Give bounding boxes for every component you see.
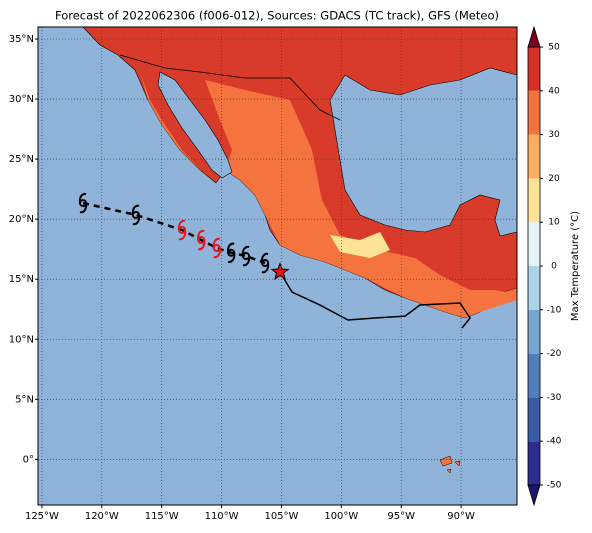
colorbar-tick-label: 20 <box>548 174 560 184</box>
lat-tick-label: 35°N <box>9 34 34 45</box>
storm-arm <box>261 262 270 274</box>
gulf-of-california <box>157 71 233 179</box>
colorbar-segment <box>528 309 540 354</box>
colorbar-segment <box>528 47 540 91</box>
past-track <box>279 271 471 329</box>
islands <box>439 455 461 474</box>
storm-arm <box>177 219 186 231</box>
lat-tick-label: 10°N <box>9 334 34 345</box>
storm-symbol <box>212 237 221 259</box>
storm-arm <box>79 202 88 214</box>
map-title: Forecast of 2022062306 (f006-012), Sourc… <box>55 9 499 23</box>
colorbar-segment <box>528 353 540 398</box>
storm-arm <box>212 237 221 249</box>
lon-tick-label: 100°W <box>324 511 358 522</box>
storm-arm <box>241 245 250 257</box>
colorbar-tick-label: 30 <box>548 130 560 140</box>
storm-arm <box>78 192 87 204</box>
border <box>119 54 341 121</box>
colorbar-tick-label: -10 <box>547 305 562 315</box>
colorbar-tick-label: -50 <box>547 481 562 491</box>
overlay <box>38 27 517 505</box>
current-position <box>270 262 290 281</box>
storm-arm <box>197 239 206 251</box>
colorbar-tick-label: -20 <box>547 349 562 359</box>
lon-tick-label: 105°W <box>264 511 298 522</box>
lat-tick-label: 25°N <box>9 154 34 165</box>
colorbar-segment <box>528 178 540 223</box>
lon-tick-label: 90°W <box>447 511 475 522</box>
land-warm <box>205 80 517 318</box>
colorbar-segment <box>528 266 540 310</box>
lon-tick-label: 125°W <box>25 511 59 522</box>
land-hot <box>330 232 390 258</box>
lat-tick-label: 0° <box>23 454 34 465</box>
colorbar-segment <box>528 134 540 179</box>
lon-tick-label: 115°W <box>145 511 179 522</box>
storm-symbol <box>131 204 141 226</box>
lon-tick-label: 95°W <box>387 511 415 522</box>
colorbar-extend-high <box>527 25 541 48</box>
map-frame <box>37 26 518 506</box>
storm-arm <box>260 252 269 264</box>
storm-arm <box>227 252 236 263</box>
lon-tick-label: 110°W <box>205 511 239 522</box>
lat-tick-label: 15°N <box>9 274 34 285</box>
colorbar-segment <box>528 222 540 266</box>
lat-tick-label: 5°N <box>15 394 34 405</box>
gulf-of-mexico <box>329 67 517 237</box>
storm-symbol <box>260 252 270 274</box>
colorbar-extend-low <box>527 484 541 507</box>
colorbar-segment <box>528 441 540 485</box>
colorbar-segment <box>528 397 540 442</box>
colorbar-tick-label: 40 <box>548 86 560 96</box>
storm-arm <box>197 229 205 241</box>
lat-tick-label: 20°N <box>9 214 34 225</box>
map-area <box>38 27 517 505</box>
storm-symbol <box>78 192 88 214</box>
storm-symbol <box>227 242 236 263</box>
storm-symbol <box>197 229 206 251</box>
storm-arm <box>213 247 221 259</box>
storm-arm <box>132 214 141 226</box>
colorbar-segment <box>528 90 540 135</box>
storm-arm <box>242 255 251 267</box>
colorbar-label: Max Temperature (°C) <box>570 211 581 321</box>
storm-symbol <box>241 245 251 267</box>
lat-tick-label: 30°N <box>9 94 34 105</box>
storm-arm <box>178 229 187 241</box>
colorbar-tick-label: -30 <box>547 393 562 403</box>
colorbar-tick-label: 0 <box>551 262 557 272</box>
colorbar-tick-label: 10 <box>548 218 560 228</box>
colorbar-tick-label: 50 <box>548 43 560 53</box>
storm-symbol <box>177 219 187 241</box>
storm-arm <box>131 204 140 216</box>
colorbar-tick-label: -40 <box>547 437 562 447</box>
lon-tick-label: 120°W <box>85 511 119 522</box>
storm-arm <box>227 242 235 253</box>
